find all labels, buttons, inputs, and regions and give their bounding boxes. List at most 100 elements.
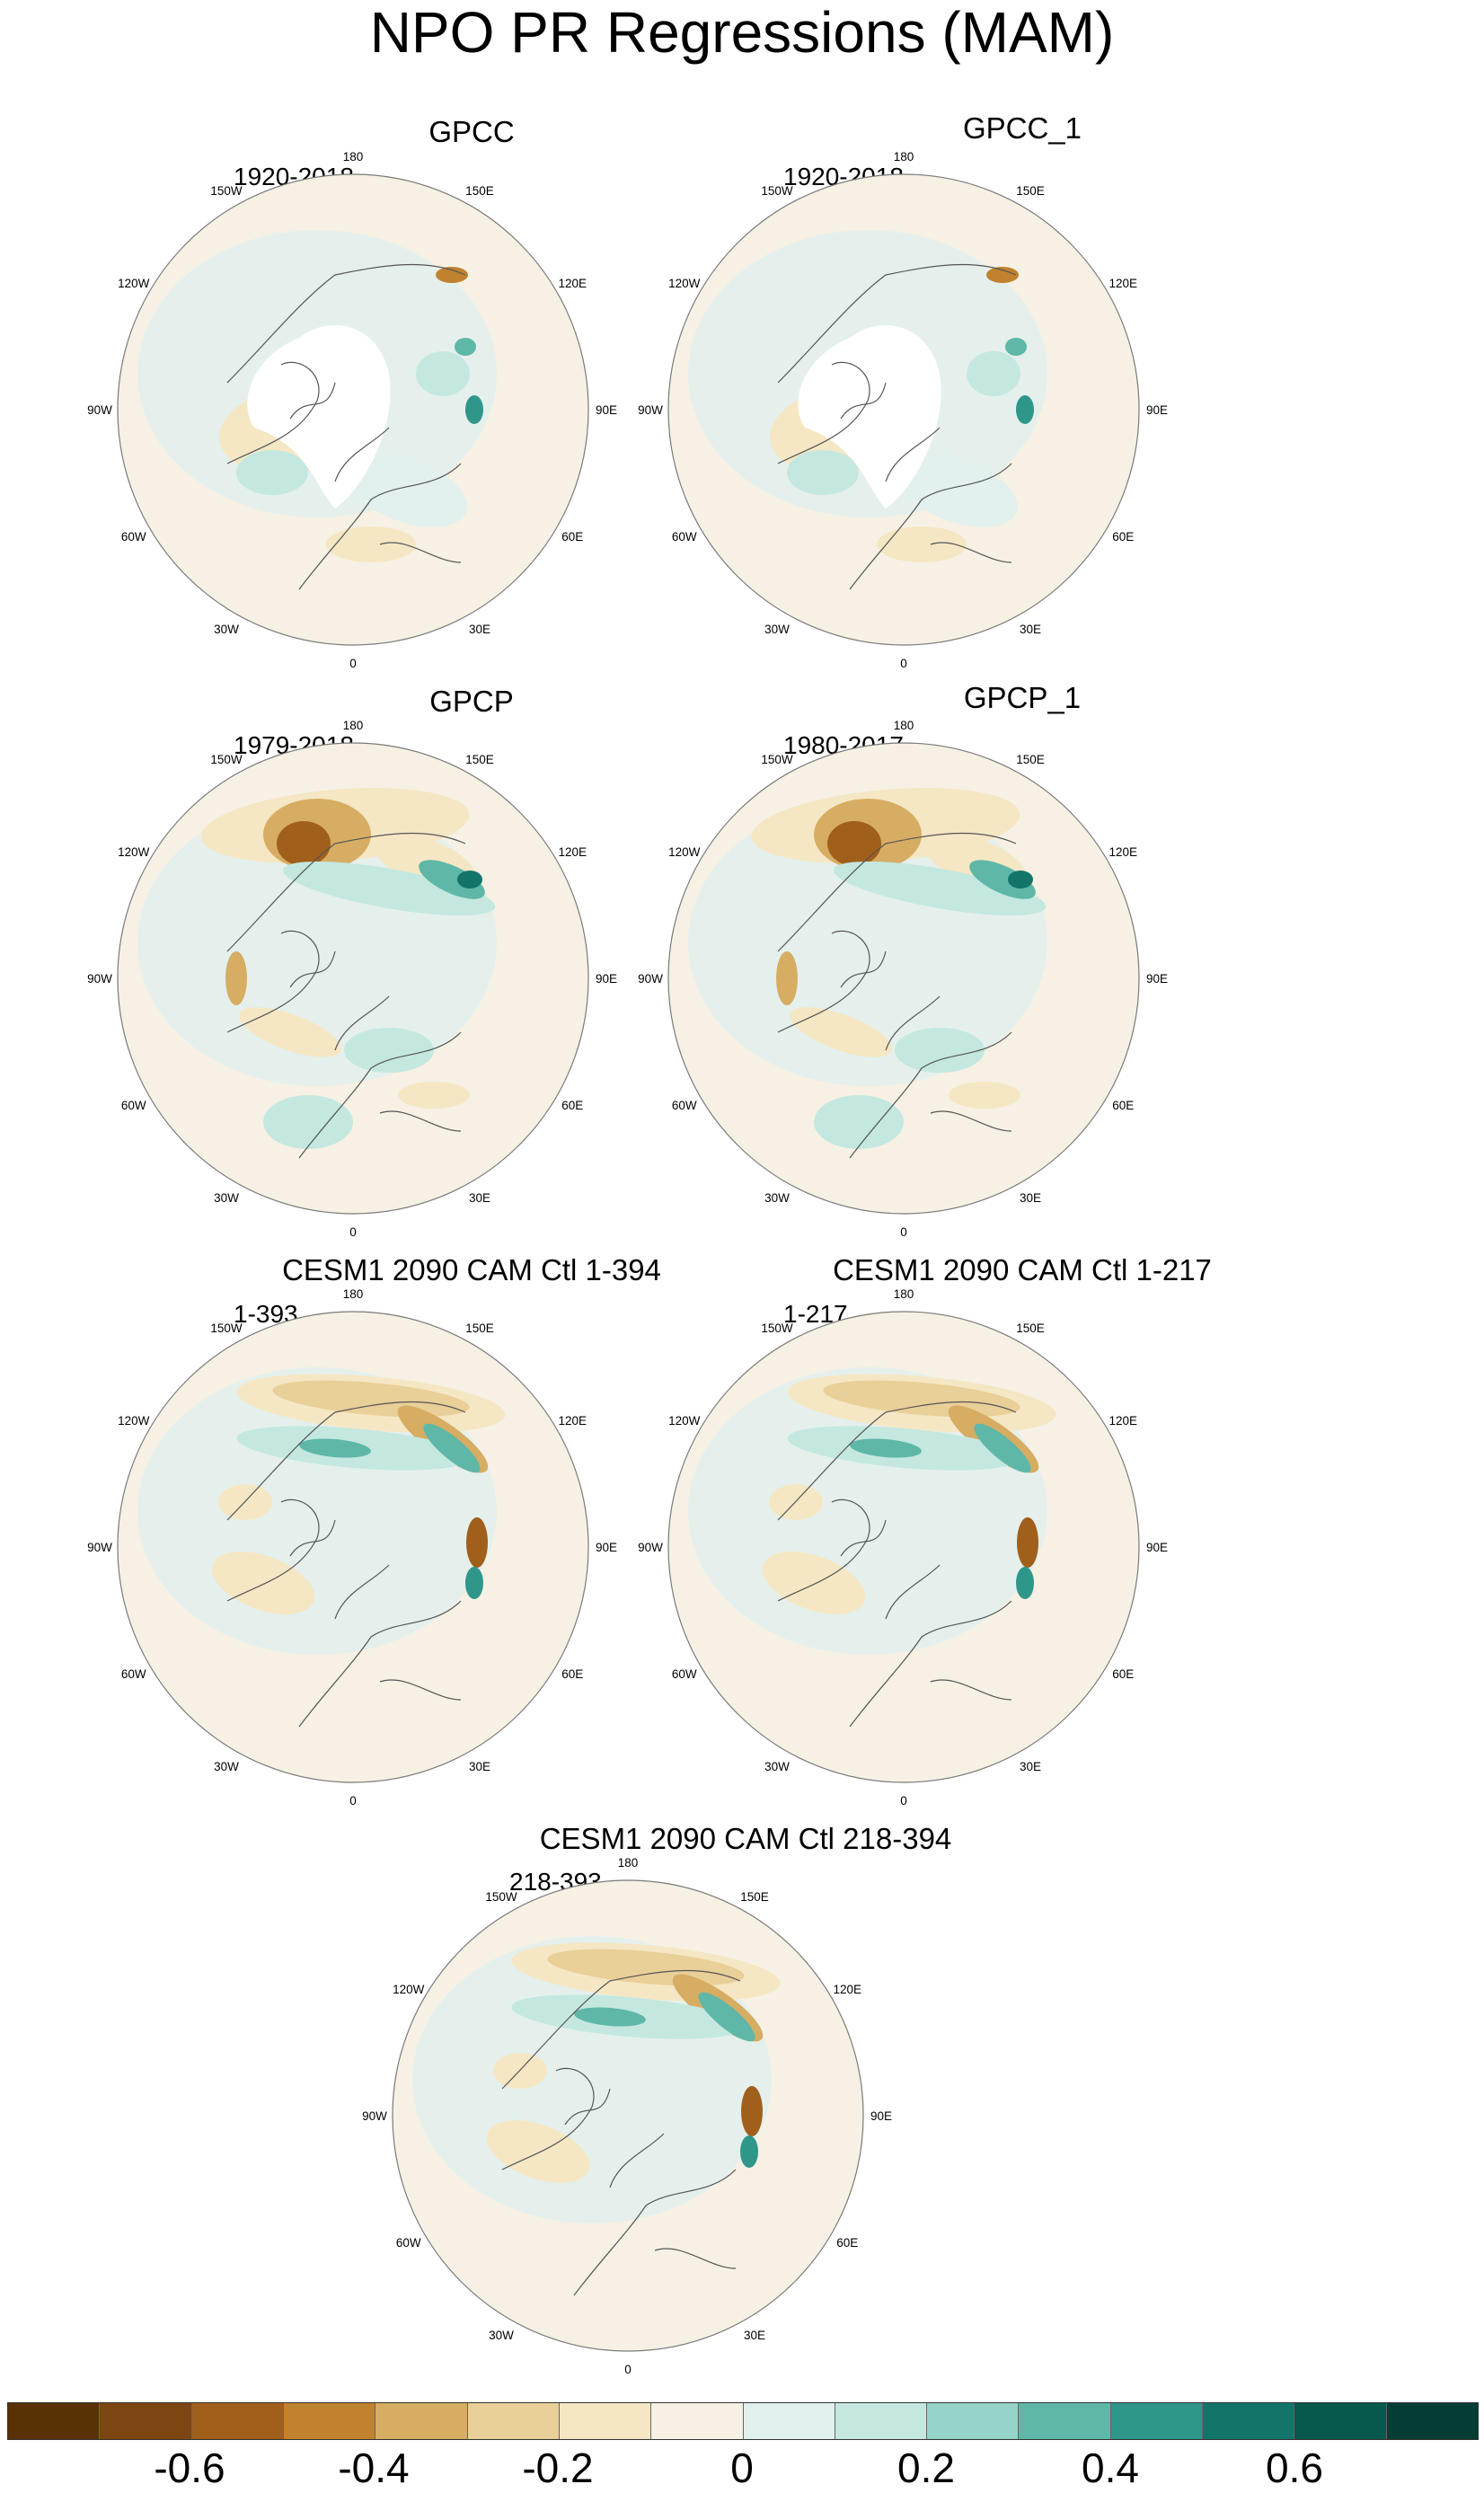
anomaly-contour [225, 951, 247, 1005]
longitude-label: 0 [349, 1225, 357, 1239]
longitude-label: 30W [214, 1191, 239, 1205]
polar-map-gpcp: 180 150E 120E 90E 60E 30E 0 30W 60W 90W 120W 150W [87, 719, 617, 1239]
anomaly-contour [877, 526, 967, 562]
longitude-label: 180 [343, 150, 364, 164]
longitude-label: 150W [761, 1322, 793, 1335]
longitude-label: 90E [596, 1541, 617, 1554]
coastline [573, 2169, 737, 2296]
anomaly-contour [823, 1380, 1020, 1418]
colorbar-swatch [1294, 2403, 1387, 2439]
anomaly-contour [299, 1438, 371, 1458]
coastline [379, 1110, 462, 1132]
longitude-label: 60W [121, 1099, 146, 1112]
longitude-label: 120W [118, 277, 150, 290]
coastline [334, 1564, 390, 1620]
longitude-label: 90W [638, 972, 663, 986]
anomaly-contour [344, 1028, 434, 1073]
colorbar [7, 2402, 1479, 2440]
longitude-label: 120W [118, 845, 150, 859]
longitude-label: 180 [343, 1287, 364, 1301]
longitude-label: 30W [764, 623, 790, 636]
longitude-label: 30W [214, 1760, 239, 1773]
longitude-label: 90E [1146, 1541, 1168, 1554]
coastline [849, 1600, 1012, 1728]
colorbar-label: 0.2 [897, 2444, 955, 2491]
longitude-label: 120W [668, 1414, 701, 1428]
coastline [226, 1498, 320, 1602]
longitude-label: 60E [836, 2236, 858, 2250]
longitude-label: 120E [558, 1414, 587, 1428]
longitude-label: 90E [1146, 403, 1168, 417]
map-frame [117, 173, 589, 646]
longitude-label: 120E [1109, 1414, 1137, 1428]
colorbar-swatch [467, 2403, 560, 2439]
longitude-label: 30E [469, 1191, 490, 1205]
anomaly-contour [326, 526, 416, 562]
coastline [226, 361, 320, 464]
longitude-label: 120E [833, 1983, 861, 1996]
longitude-label: 0 [349, 657, 357, 670]
longitude-label: 90W [87, 972, 112, 986]
colorbar-swatch [651, 2403, 744, 2439]
longitude-label: 150E [465, 1322, 494, 1335]
anomaly-contour [1005, 338, 1027, 356]
panel-title: CESM1 2090 CAM Ctl 1-394 [282, 1253, 661, 1286]
longitude-label: 60W [672, 530, 697, 544]
longitude-label: 0 [349, 1794, 357, 1808]
coastline [226, 1401, 466, 1521]
longitude-label: 60W [121, 530, 146, 544]
longitude-label: 90W [87, 403, 112, 417]
panel-title: CESM1 2090 CAM Ctl 1-217 [833, 1253, 1212, 1286]
colorbar-swatch [1019, 2403, 1111, 2439]
longitude-label: 120E [558, 845, 587, 859]
anomaly-contour [455, 338, 476, 356]
coastline [840, 1519, 887, 1557]
polar-map-cesm-1-217: 180 150E 120E 90E 60E 30E 0 30W 60W 90W 120W 150W [638, 1287, 1168, 1808]
anomaly-contour [1016, 1567, 1034, 1599]
coastline [777, 1401, 1017, 1521]
longitude-label: 150W [761, 753, 793, 766]
longitude-label: 150E [465, 753, 494, 766]
longitude-label: 60E [561, 1099, 583, 1112]
coastline [379, 542, 462, 563]
anomaly-contour [272, 1380, 470, 1418]
anomaly-contour [547, 1949, 745, 1986]
coastline [501, 2067, 595, 2170]
longitude-label: 150E [465, 184, 494, 198]
longitude-label: 180 [343, 719, 364, 732]
map-frame [667, 1311, 1140, 1783]
anomaly-contour [457, 871, 482, 888]
longitude-label: 150W [210, 184, 243, 198]
longitude-label: 60E [561, 530, 583, 544]
polar-map-gpcc: 180 150E 120E 90E 60E 30E 0 30W 60W 90W 120W 150W [87, 150, 617, 670]
coastline [289, 382, 336, 420]
coastline [840, 950, 887, 988]
polar-map-gpcc-1: 180 150E 120E 90E 60E 30E 0 30W 60W 90W 120W 150W [638, 150, 1168, 670]
longitude-label: 150W [210, 753, 243, 766]
anomaly-contour [741, 2086, 763, 2136]
colorbar-label: 0.6 [1266, 2444, 1323, 2491]
coastline [930, 1110, 1012, 1132]
missing-data-region [798, 324, 941, 508]
coastline [777, 263, 1017, 384]
anomaly-contour [263, 1095, 353, 1149]
longitude-label: 30W [214, 623, 239, 636]
panel-title: CESM1 2090 CAM Ctl 218-394 [539, 1822, 952, 1855]
coastline [777, 1498, 870, 1602]
anomaly-contour [740, 2135, 758, 2168]
map-frame [117, 742, 589, 1215]
panel-title: GPCC_1 [962, 111, 1082, 145]
coastline [226, 263, 466, 384]
anomaly-contour [949, 1082, 1020, 1109]
colorbar-swatch [283, 2403, 376, 2439]
anomaly-contour [969, 860, 1036, 899]
anomaly-contour [787, 450, 859, 495]
coastline [289, 950, 336, 988]
anomaly-contour [986, 267, 1019, 283]
anomaly-contour [465, 395, 483, 424]
missing-data-region [247, 324, 391, 508]
anomaly-contour [416, 351, 470, 396]
colorbar-label: -0.4 [338, 2444, 410, 2491]
coastline [298, 1600, 462, 1728]
longitude-label: 90W [638, 403, 663, 417]
